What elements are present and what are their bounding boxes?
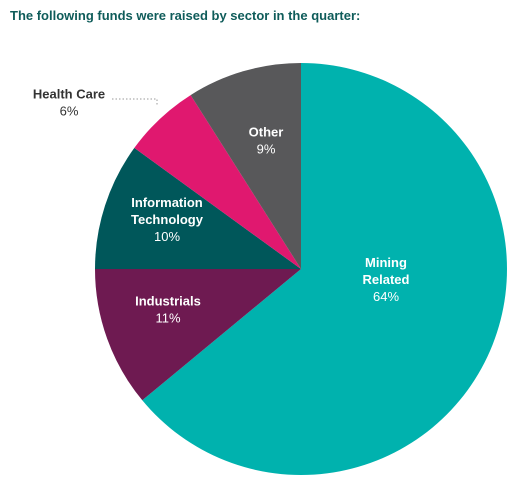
- pie-slice-industrials: [95, 269, 301, 401]
- pie-slice-mining-related: [142, 63, 507, 475]
- leader-lines: [112, 98, 158, 106]
- slice-label-other: Other 9%: [249, 125, 284, 157]
- leader-line-health-care: [112, 98, 158, 106]
- slice-label-name: Information: [131, 195, 203, 210]
- slice-label-name: Related: [363, 272, 410, 287]
- slice-label-health-care: Health Care 6%: [33, 87, 105, 119]
- pie-slice-other: [190, 63, 301, 269]
- slice-label-name: Health Care: [33, 87, 105, 102]
- chart-title: The following funds were raised by secto…: [10, 8, 361, 23]
- slice-label-name: Mining: [365, 255, 407, 270]
- pie-slice-information-technology: [95, 147, 301, 269]
- slice-label-mining-related: Mining Related 64%: [363, 255, 410, 304]
- slice-label-value: 64%: [373, 289, 399, 304]
- slice-label-name: Industrials: [135, 294, 201, 309]
- slice-label-name: Technology: [131, 212, 204, 227]
- pie-slice-health-care: [134, 95, 301, 269]
- slice-label-name: Other: [249, 125, 284, 140]
- slice-label-industrials: Industrials 11%: [135, 294, 201, 326]
- slice-labels: Mining Related 64% Industrials 11% Informatio…: [33, 87, 410, 326]
- slice-label-value: 9%: [257, 142, 276, 157]
- slice-label-value: 10%: [154, 229, 180, 244]
- slice-label-value: 6%: [60, 104, 79, 119]
- slice-label-value: 11%: [155, 311, 180, 326]
- pie-slices: [95, 63, 507, 475]
- slice-label-information-technology: Information Technology 10%: [131, 195, 204, 244]
